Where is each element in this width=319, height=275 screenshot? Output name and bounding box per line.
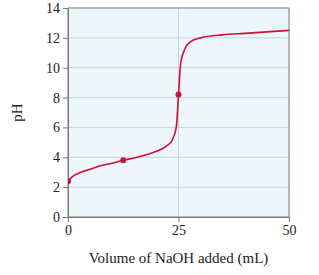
tick: 0 [53, 210, 68, 225]
tick-label: 0 [53, 210, 60, 225]
tick-label: 12 [46, 31, 60, 46]
tick: 14 [46, 1, 68, 16]
tick: 6 [53, 120, 68, 135]
tick: 25 [172, 217, 186, 238]
tick-label: 0 [65, 223, 72, 238]
tick-mark [63, 217, 68, 218]
tick-mark [63, 38, 68, 39]
tick-mark [63, 98, 68, 99]
marks [68, 30, 289, 184]
tick-mark [289, 217, 290, 222]
tick-label: 25 [172, 223, 186, 238]
grid [68, 8, 289, 217]
tick-label: 8 [53, 91, 60, 106]
axis-line [69, 218, 290, 223]
plot-frame [68, 8, 289, 217]
tick-label: 2 [53, 180, 60, 195]
tick-label: 4 [53, 150, 60, 165]
tick: 10 [46, 61, 68, 76]
x-axis-title: Volume of NaOH added (mL) [89, 250, 269, 267]
tick-mark [63, 187, 68, 188]
tick: 50 [283, 217, 297, 238]
marker [120, 157, 126, 163]
tick-mark [63, 127, 68, 128]
line [68, 30, 289, 181]
tick-mark [179, 217, 180, 222]
y-axis: 0 2 4 6 8 10 12 14 [46, 1, 69, 225]
marker [68, 178, 71, 184]
tick: 0 [65, 217, 72, 238]
tick-mark [63, 68, 68, 69]
y-axis-title: pH [9, 103, 25, 122]
chart: 0 25 50 0 2 4 6 8 10 12 14 Volume of NaOH added (mL… [0, 0, 319, 275]
tick-mark [63, 8, 68, 9]
tick-label: 50 [283, 223, 297, 238]
tick: 4 [53, 150, 68, 165]
tick-mark [63, 157, 68, 158]
plot-background [68, 8, 289, 217]
axis-line [63, 9, 69, 218]
tick-label: 14 [46, 1, 60, 16]
tick: 2 [53, 180, 68, 195]
x-axis: 0 25 50 [65, 217, 297, 238]
tick: 8 [53, 91, 68, 106]
tick-label: 10 [46, 61, 60, 76]
tick: 12 [46, 31, 68, 46]
marker [176, 92, 182, 98]
tick-label: 6 [53, 120, 60, 135]
